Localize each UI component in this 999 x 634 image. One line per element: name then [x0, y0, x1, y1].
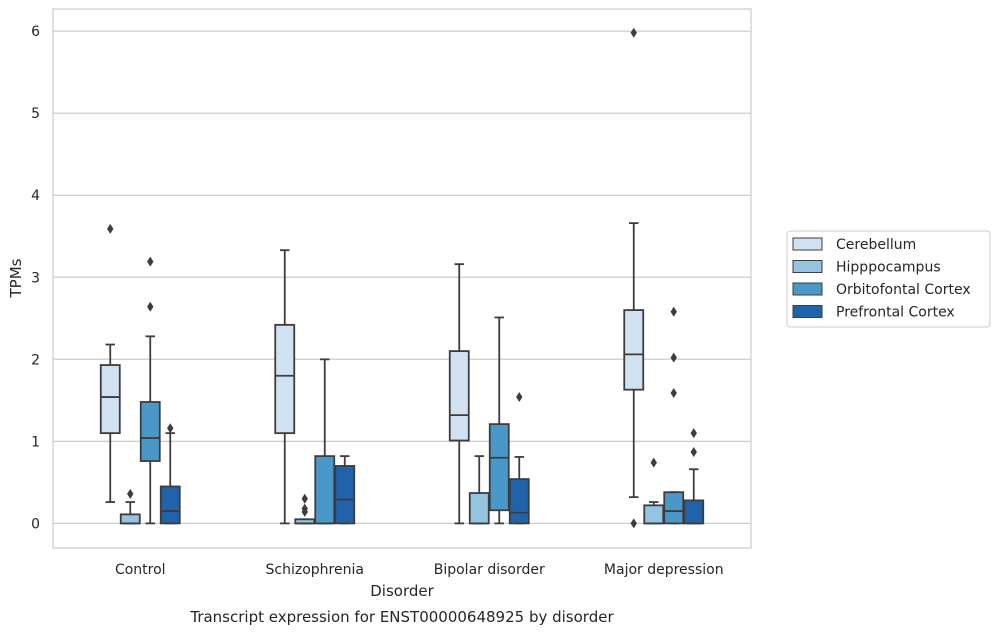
box	[663, 491, 685, 525]
box-group	[99, 223, 121, 503]
box	[119, 513, 141, 525]
legend-label: Prefrontal Cortex	[836, 305, 955, 321]
chart-caption: Transcript expression for ENST0000064892…	[189, 608, 614, 626]
outlier-point	[127, 488, 134, 499]
legend-swatch	[792, 282, 823, 296]
x-tick-label: Major depression	[604, 562, 724, 578]
box	[683, 499, 705, 525]
y-tick-label: 0	[31, 516, 40, 532]
x-tick-label: Bipolar disorder	[434, 562, 545, 578]
y-tick-label: 1	[31, 434, 40, 450]
outlier-point	[107, 223, 114, 234]
x-axis-label: Disorder	[370, 582, 434, 600]
box	[334, 465, 356, 525]
box	[99, 364, 121, 435]
legend-label: Hipppocampus	[836, 260, 941, 276]
box-group	[159, 423, 181, 525]
box-group	[139, 256, 161, 525]
x-tick-labels: Control Schizophrenia Bipolar disorder Majo…	[115, 562, 724, 578]
box-group	[663, 306, 685, 525]
gridlines	[53, 30, 751, 525]
x-tick-label: Schizophrenia	[266, 562, 364, 578]
box	[139, 401, 161, 462]
box-group	[294, 493, 316, 525]
x-tick-label: Control	[115, 562, 166, 578]
box	[643, 504, 665, 525]
box-group	[119, 488, 141, 525]
legend-frame	[786, 230, 991, 328]
boxplot-series	[99, 27, 705, 529]
outlier-point	[670, 306, 677, 317]
box-group	[468, 455, 490, 525]
box	[488, 423, 510, 512]
box-group	[643, 457, 665, 525]
box-group	[683, 428, 705, 525]
box	[623, 309, 645, 391]
box-group	[508, 392, 530, 525]
outlier-point	[670, 352, 677, 363]
outlier-point	[650, 457, 657, 468]
y-tick-label: 6	[31, 24, 40, 40]
box	[508, 478, 530, 525]
box-group	[274, 249, 296, 525]
outlier-point	[516, 392, 523, 403]
legend-label: Cerebellum	[836, 237, 916, 253]
plot-area	[52, 8, 752, 549]
box	[448, 350, 470, 442]
box-group	[623, 27, 645, 529]
box-group	[314, 358, 336, 525]
legend-swatch	[792, 305, 823, 318]
legend-swatch	[792, 260, 823, 273]
outlier-point	[630, 27, 637, 38]
outlier-point	[167, 423, 174, 434]
box	[274, 323, 296, 435]
y-tick-label: 2	[31, 352, 40, 368]
y-tick-label: 5	[31, 106, 40, 122]
y-tick-labels: 0 1 2 3 4 5 6	[31, 24, 40, 532]
box	[468, 492, 490, 525]
box-group	[448, 263, 470, 525]
box	[159, 485, 181, 525]
legend-swatch	[792, 237, 823, 251]
legend: Cerebellum Hipppocampus Orbitofontal Corte…	[786, 230, 991, 328]
box-group	[488, 316, 510, 525]
outlier-point	[670, 387, 677, 398]
y-axis-label: TPMs	[7, 258, 25, 298]
outlier-point	[147, 256, 154, 267]
y-tick-label: 4	[31, 188, 40, 204]
box	[314, 455, 336, 525]
outlier-point	[690, 447, 697, 458]
outlier-point	[147, 301, 154, 312]
outlier-point	[690, 428, 697, 439]
outlier-point	[630, 518, 637, 529]
outlier-point	[301, 493, 308, 504]
legend-label: Orbitofontal Cortex	[836, 282, 971, 298]
y-tick-label: 3	[31, 270, 40, 286]
box-group	[334, 455, 356, 525]
outlier-point	[301, 503, 308, 514]
